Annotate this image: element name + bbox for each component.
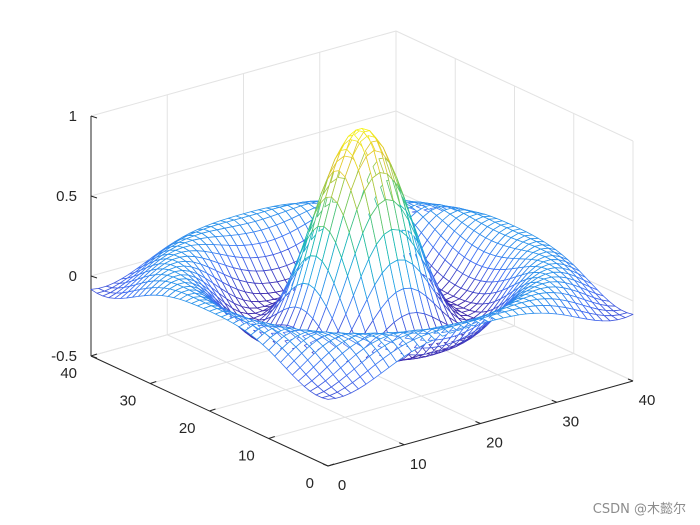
x-tick-3	[551, 399, 557, 403]
y-tick-3	[150, 381, 157, 384]
y-tick-1	[268, 436, 275, 439]
x-tick-label-3: 30	[562, 413, 579, 430]
y-tick-2	[209, 408, 216, 412]
x-tick-2	[475, 421, 481, 424]
mesh-surface	[90, 128, 634, 400]
tick-marks	[90, 115, 634, 467]
grid-line-z-right-2	[395, 110, 634, 222]
y-tick-4	[90, 353, 98, 357]
grid-line-z-back-3	[90, 30, 397, 117]
z-tick-3	[90, 115, 98, 119]
z-tick-2	[90, 195, 98, 199]
y-tick-label-0: 0	[306, 475, 314, 492]
z-tick-label-0: -0.5	[51, 348, 77, 365]
y-tick-label-4: 40	[60, 365, 77, 382]
grid-line-z-right-3	[395, 30, 634, 142]
x-tick-label-4: 40	[639, 392, 656, 409]
y-tick-label-2: 20	[179, 420, 196, 437]
y-tick-label-3: 30	[120, 393, 137, 410]
y-tick-label-1: 10	[238, 448, 255, 465]
grid-line-z-back-2	[90, 110, 397, 197]
x-tick-0	[322, 463, 329, 467]
x-tick-label-1: 10	[410, 456, 427, 473]
z-tick-1	[90, 275, 98, 279]
z-tick-label-1: 0	[69, 268, 77, 285]
z-tick-label-3: 1	[69, 108, 77, 125]
z-tick-label-2: 0.5	[56, 188, 77, 205]
x-tick-label-2: 20	[486, 435, 503, 452]
z-tick-0	[90, 355, 98, 359]
x-tick-1	[399, 442, 405, 446]
x-tick-4	[627, 378, 634, 382]
mesh-cell	[619, 312, 634, 319]
watermark: CSDN @木懿尔	[592, 502, 686, 517]
x-tick-label-0: 0	[338, 477, 346, 494]
y-tick-0	[327, 463, 335, 467]
grid-line-y-floor-1	[268, 353, 574, 439]
